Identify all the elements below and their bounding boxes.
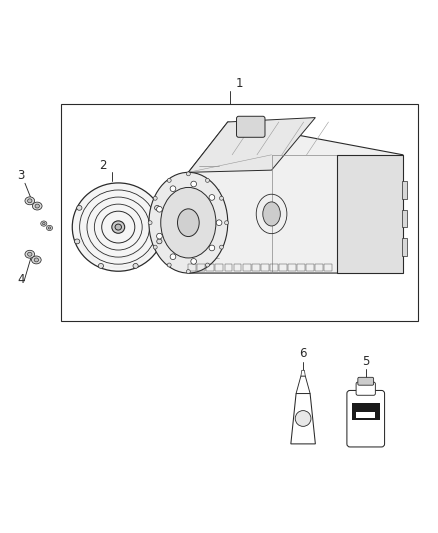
Bar — [324, 264, 332, 271]
Ellipse shape — [149, 172, 228, 273]
Ellipse shape — [263, 202, 280, 226]
Bar — [206, 264, 214, 271]
Bar — [198, 264, 205, 271]
Ellipse shape — [34, 258, 39, 262]
Ellipse shape — [153, 245, 157, 249]
Ellipse shape — [28, 199, 32, 203]
Ellipse shape — [191, 259, 197, 264]
Ellipse shape — [187, 172, 191, 176]
Ellipse shape — [187, 270, 191, 273]
Polygon shape — [158, 201, 197, 253]
FancyBboxPatch shape — [358, 377, 374, 385]
Polygon shape — [188, 122, 403, 273]
Polygon shape — [296, 376, 310, 393]
Polygon shape — [337, 155, 403, 273]
Bar — [215, 264, 223, 271]
Ellipse shape — [205, 179, 209, 182]
Bar — [402, 181, 407, 199]
Bar — [61, 104, 418, 321]
Ellipse shape — [225, 221, 229, 225]
Text: 4: 4 — [17, 273, 25, 286]
Text: 2: 2 — [99, 159, 106, 172]
Bar — [261, 264, 268, 271]
Bar — [225, 264, 233, 271]
Bar — [352, 420, 380, 426]
Ellipse shape — [170, 254, 176, 260]
FancyBboxPatch shape — [347, 391, 385, 447]
Text: 1: 1 — [236, 77, 243, 91]
Bar — [297, 264, 305, 271]
Ellipse shape — [148, 221, 152, 225]
Ellipse shape — [115, 224, 121, 230]
Ellipse shape — [161, 188, 216, 258]
FancyBboxPatch shape — [356, 382, 375, 395]
Ellipse shape — [209, 245, 215, 251]
Bar — [243, 264, 251, 271]
Ellipse shape — [157, 233, 162, 239]
Ellipse shape — [216, 220, 222, 225]
Ellipse shape — [219, 245, 223, 249]
Ellipse shape — [219, 196, 223, 200]
Ellipse shape — [74, 239, 80, 244]
Bar — [288, 264, 296, 271]
Wedge shape — [88, 238, 148, 259]
Bar — [315, 264, 323, 271]
Ellipse shape — [167, 179, 171, 182]
Bar — [188, 264, 196, 271]
Bar — [270, 264, 278, 271]
Ellipse shape — [177, 209, 199, 237]
Ellipse shape — [41, 221, 47, 226]
Ellipse shape — [209, 195, 215, 200]
Bar — [402, 238, 407, 255]
Bar — [279, 264, 287, 271]
Ellipse shape — [133, 263, 138, 268]
FancyBboxPatch shape — [237, 116, 265, 138]
Bar — [306, 264, 314, 271]
Ellipse shape — [155, 205, 160, 211]
Ellipse shape — [48, 227, 51, 229]
Circle shape — [295, 410, 311, 426]
Text: 6: 6 — [299, 347, 307, 360]
Text: 3: 3 — [18, 169, 25, 182]
Polygon shape — [301, 370, 305, 376]
Ellipse shape — [32, 202, 42, 210]
Ellipse shape — [42, 222, 45, 225]
Ellipse shape — [205, 263, 209, 267]
Ellipse shape — [112, 221, 125, 233]
Ellipse shape — [77, 205, 82, 211]
Polygon shape — [291, 393, 315, 444]
Ellipse shape — [170, 186, 176, 191]
Wedge shape — [79, 240, 157, 269]
Bar — [352, 403, 380, 420]
Ellipse shape — [46, 225, 53, 231]
Bar — [233, 264, 241, 271]
Ellipse shape — [35, 204, 39, 208]
Ellipse shape — [25, 251, 35, 258]
Ellipse shape — [32, 256, 41, 264]
Bar — [402, 209, 407, 227]
Ellipse shape — [167, 263, 171, 267]
Bar — [252, 264, 260, 271]
Ellipse shape — [25, 197, 35, 205]
Polygon shape — [188, 118, 315, 172]
Ellipse shape — [28, 252, 32, 256]
Ellipse shape — [153, 196, 157, 200]
Ellipse shape — [157, 239, 162, 244]
Text: 5: 5 — [362, 355, 369, 368]
Ellipse shape — [98, 263, 103, 268]
Ellipse shape — [72, 183, 164, 271]
Bar — [356, 412, 375, 418]
Ellipse shape — [191, 181, 197, 187]
Ellipse shape — [157, 206, 162, 212]
